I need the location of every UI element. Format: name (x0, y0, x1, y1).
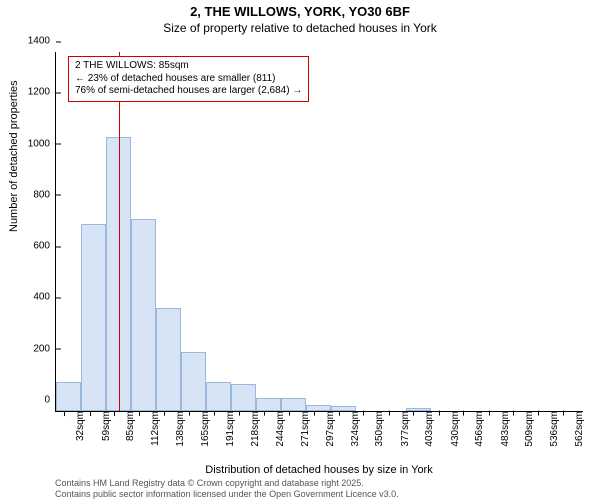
footer-line2: Contains public sector information licen… (55, 489, 399, 500)
annot-line2: ← 23% of detached houses are smaller (81… (75, 73, 302, 86)
x-tick: 483sqm (494, 411, 511, 447)
histogram-bar (256, 398, 281, 411)
footer: Contains HM Land Registry data © Crown c… (55, 478, 399, 501)
title-line2: Size of property relative to detached ho… (0, 21, 600, 35)
histogram-bar (231, 384, 256, 411)
y-tick: 0 (44, 395, 56, 406)
histogram-bar (156, 308, 181, 411)
histogram-bar (206, 382, 231, 411)
histogram-bar (181, 352, 206, 411)
footer-line1: Contains HM Land Registry data © Crown c… (55, 478, 399, 489)
y-tick: 800 (33, 189, 56, 200)
y-tick: 600 (33, 241, 56, 252)
histogram-bar (306, 405, 331, 411)
title-line1: 2, THE WILLOWS, YORK, YO30 6BF (0, 4, 600, 19)
x-tick: 536sqm (543, 411, 560, 447)
x-tick: 377sqm (394, 411, 411, 447)
x-tick: 350sqm (368, 411, 385, 447)
histogram-bar (406, 408, 431, 411)
x-tick: 562sqm (568, 411, 585, 447)
x-tick: 191sqm (219, 411, 236, 447)
x-tick: 85sqm (119, 411, 136, 441)
x-tick: 138sqm (169, 411, 186, 447)
chart-area: 020040060080010001200140032sqm59sqm85sqm… (55, 52, 583, 412)
y-tick: 1000 (28, 138, 56, 149)
chart-titles: 2, THE WILLOWS, YORK, YO30 6BF Size of p… (0, 4, 600, 35)
x-tick: 456sqm (468, 411, 485, 447)
x-tick: 32sqm (69, 411, 86, 441)
x-tick: 244sqm (269, 411, 286, 447)
histogram-bar (331, 406, 356, 411)
annot-line3: 76% of semi-detached houses are larger (… (75, 85, 302, 98)
y-tick: 400 (33, 292, 56, 303)
histogram-bar (131, 219, 156, 411)
x-tick: 403sqm (418, 411, 435, 447)
x-tick: 112sqm (144, 411, 161, 446)
y-tick: 200 (33, 343, 56, 354)
histogram-bar (281, 398, 306, 411)
x-tick: 218sqm (244, 411, 261, 447)
x-tick: 165sqm (194, 411, 211, 447)
x-tick: 59sqm (95, 411, 112, 441)
y-axis-label: Number of detached properties (8, 80, 20, 232)
y-tick: 1400 (28, 36, 56, 47)
x-tick: 297sqm (319, 411, 336, 447)
histogram-bar (81, 224, 106, 411)
x-tick: 430sqm (444, 411, 461, 447)
x-axis-label: Distribution of detached houses by size … (55, 464, 583, 476)
x-tick: 509sqm (518, 411, 535, 447)
histogram-bar (56, 382, 81, 411)
x-tick: 271sqm (294, 411, 311, 447)
x-tick: 324sqm (344, 411, 361, 447)
annot-line1: 2 THE WILLOWS: 85sqm (75, 60, 302, 73)
plot-area: 020040060080010001200140032sqm59sqm85sqm… (55, 52, 583, 412)
annotation-box: 2 THE WILLOWS: 85sqm← 23% of detached ho… (68, 56, 309, 102)
marker-line (119, 52, 120, 411)
y-tick: 1200 (28, 87, 56, 98)
